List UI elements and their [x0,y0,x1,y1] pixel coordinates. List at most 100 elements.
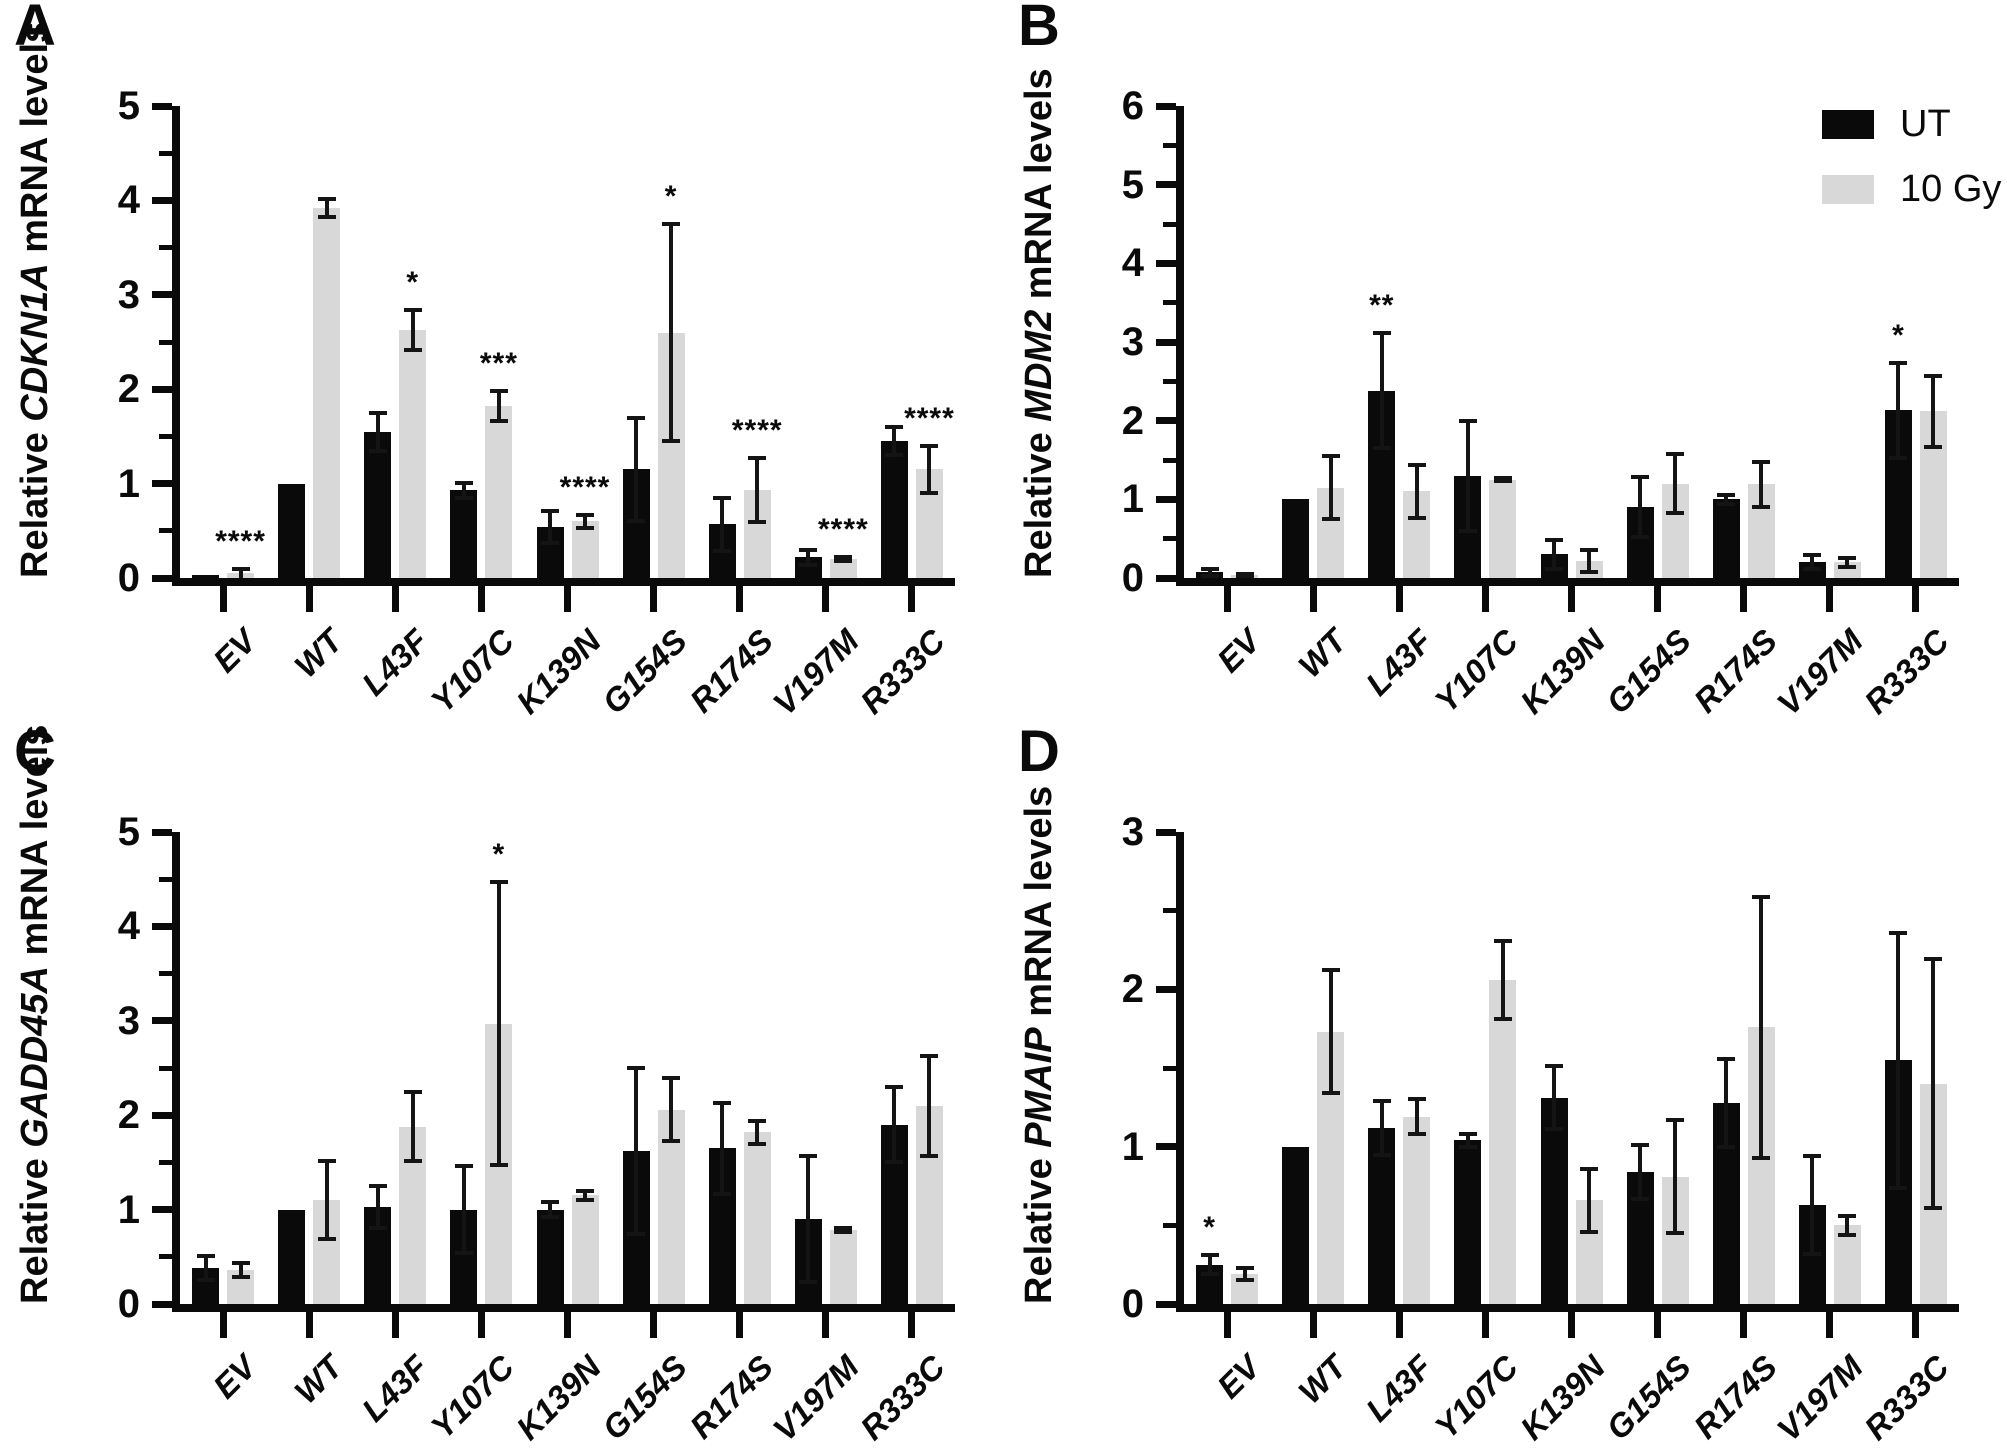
error-cap-top [920,1053,939,1058]
error-cap-top [1924,373,1943,378]
x-tick [736,1312,744,1338]
error-cap-bottom [403,1159,422,1164]
bar-ut [1282,1146,1310,1304]
error-cap-bottom [1889,455,1908,460]
error-cap-top [627,1066,646,1070]
x-tick [1481,586,1489,612]
error-cap-bottom [799,1280,818,1285]
error-cap-top [489,880,508,885]
error-cap-top [1580,1166,1598,1171]
y-tick [1156,574,1176,582]
error-cap-bottom [403,347,422,352]
y-minor-tick [159,150,172,156]
bar-10gy [743,1132,771,1304]
x-tick [1912,1312,1920,1338]
x-tick [1568,586,1575,612]
error-cap-top [799,1153,818,1158]
y-tick-label: 5 [1121,162,1144,207]
error-bar [1465,420,1470,531]
error-cap-bottom [1545,1127,1563,1132]
error-cap-bottom [1803,567,1822,572]
y-tick [152,1111,172,1119]
error-bar [1207,1255,1212,1275]
error-cap-top [454,480,473,485]
error-cap-bottom [1631,535,1650,540]
error-cap-bottom [1580,1229,1598,1234]
error-bar [1379,333,1384,449]
error-cap-bottom [920,491,939,496]
y-axis-title-prefix: Relative [14,1147,56,1304]
x-tick [1912,586,1920,612]
error-cap-top [1580,547,1598,552]
error-cap-top [885,1084,904,1089]
error-cap-top [1458,1132,1477,1137]
y-tick [1156,828,1176,836]
y-minor-tick [159,339,172,345]
error-bar [548,510,552,544]
error-cap-bottom [1458,528,1477,533]
y-tick [152,385,172,393]
error-cap-top [368,1184,387,1188]
x-tick [1826,586,1834,612]
error-cap-top [1717,492,1736,497]
legend: UT 10 Gy [1822,104,2001,209]
error-cap-top [403,307,422,312]
error-cap-top [920,443,939,448]
error-cap-bottom [1200,573,1219,578]
x-axis-label: V197M [765,1348,866,1449]
y-tick [152,102,172,110]
error-cap-bottom [834,559,853,563]
error-bar [324,198,329,218]
error-bar [496,391,501,422]
significance-stars: * [406,265,420,299]
bar-ut [364,431,392,578]
error-cap-bottom [662,439,681,444]
error-cap-top [1235,1265,1254,1270]
error-cap-top [1493,476,1512,481]
y-minor-tick [1163,1222,1176,1228]
x-tick [1395,1312,1403,1338]
bar-ut [880,441,908,578]
y-tick [152,922,172,930]
error-cap-bottom [1838,564,1857,569]
x-tick [305,586,313,612]
error-cap-bottom [1372,1152,1391,1157]
error-cap-bottom [748,520,767,525]
x-tick [391,586,399,612]
x-axis-label: V197M [765,622,866,723]
error-bar [1207,569,1212,576]
panel-letter-d: D [1018,719,1060,784]
bar-10gy [485,406,513,578]
y-tick-label: 3 [117,998,140,1043]
plot-area-a: 0 1 2 3 4 5 EV **** WT L43F * Y107C *** K139N **** G154… [118,86,955,722]
y-tick [1156,1300,1176,1308]
significance-stars: * [1203,1211,1216,1245]
error-bar [1328,970,1333,1094]
error-cap-bottom [231,1274,250,1279]
error-cap-bottom [1372,446,1391,451]
error-cap-top [1803,1154,1822,1159]
significance-stars: * [492,838,506,872]
error-bar [1242,1267,1247,1281]
y-minor-tick [1163,300,1176,306]
error-bar [1414,1099,1419,1135]
panel-c: C Relative GADD45A mRNA levels 0 1 2 3 4 5 EV W… [0,722,1003,1452]
y-minor-tick [1163,908,1176,914]
error-bar [324,1161,329,1239]
x-axis-label: K139N [1512,622,1612,721]
x-axis-label: G154S [594,1348,694,1447]
error-cap-top [576,512,594,517]
y-tick-label: 1 [117,1187,140,1232]
error-cap-top [1889,930,1908,935]
error-cap-top [1372,331,1391,336]
error-cap-top [662,222,681,226]
error-cap-bottom [1838,1232,1857,1237]
error-cap-top [1200,567,1219,572]
error-bar [461,1166,466,1254]
x-axis-label: Y107C [1428,622,1526,720]
y-axis-title-suffix: mRNA levels [14,21,56,264]
significance-stars: **** [817,513,869,547]
y-tick [152,196,172,204]
error-cap-top [576,1188,594,1193]
x-tick [822,1312,830,1338]
